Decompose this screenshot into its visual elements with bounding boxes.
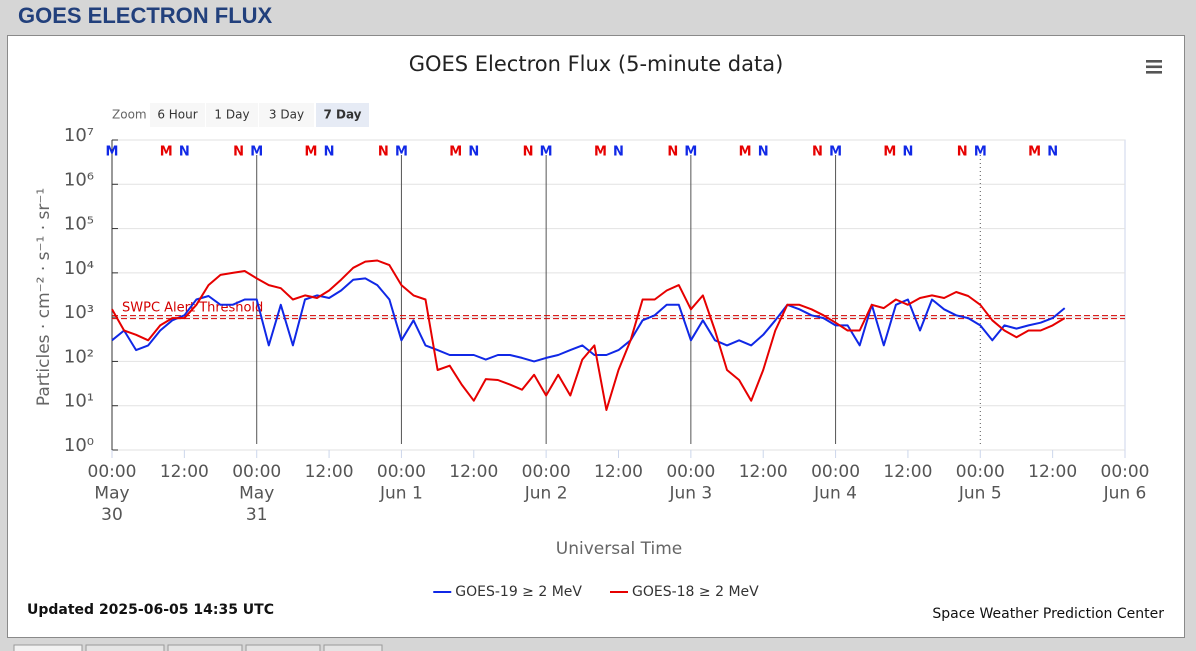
satellite-marker: N (667, 145, 678, 160)
x-tick-label: 12:00 (160, 462, 209, 482)
legend-item[interactable]: GOES-18 ≥ 2 MeV (610, 584, 759, 600)
satellite-marker: M (449, 145, 462, 160)
series-line (111, 277, 1066, 363)
x-tick-label: 12:00 (739, 462, 788, 482)
satellite-marker: M (883, 145, 896, 160)
x-tick-label: 00:00 (232, 462, 281, 482)
zoom-button-bg (150, 103, 205, 127)
chart-title: GOES Electron Flux (5-minute data) (409, 52, 784, 76)
menu-button[interactable] (1146, 60, 1162, 74)
satellite-marker: M (594, 145, 607, 160)
satellite-marker: N (179, 145, 190, 160)
x-tick-label: Jun 5 (958, 484, 1002, 504)
tab[interactable] (245, 644, 321, 651)
zoom-button[interactable]: 3 Day (259, 103, 314, 127)
tab[interactable] (85, 644, 165, 651)
x-tick-label: Jun 3 (668, 484, 712, 504)
x-tick-label: 12:00 (305, 462, 354, 482)
legend-label: GOES-18 ≥ 2 MeV (632, 584, 759, 600)
satellite-marker: M (540, 145, 553, 160)
satellite-marker: N (233, 145, 244, 160)
page-header: GOES ELECTRON FLUX (18, 3, 273, 28)
satellite-marker: N (812, 145, 823, 160)
satellite-marker: N (957, 145, 968, 160)
satellite-marker: M (1028, 145, 1041, 160)
bottom-tabs (13, 644, 383, 651)
y-tick-label: 10⁶ (64, 169, 94, 190)
satellite-marker: N (902, 145, 913, 160)
y-tick-label: 10⁴ (64, 258, 94, 279)
x-tick-label: 00:00 (377, 462, 426, 482)
zoom-button-label: 3 Day (269, 108, 304, 122)
zoom-button[interactable]: 7 Day (316, 103, 369, 127)
x-tick-label: 12:00 (594, 462, 643, 482)
x-tick-label: 12:00 (449, 462, 498, 482)
satellite-marker: M (974, 145, 987, 160)
satellite-marker: N (613, 145, 624, 160)
legend-item[interactable]: GOES-19 ≥ 2 MeV (433, 584, 582, 600)
x-tick-label: 00:00 (1101, 462, 1150, 482)
x-tick-label: Jun 6 (1103, 484, 1147, 504)
x-tick-label: 00:00 (956, 462, 1005, 482)
menu-bar (1146, 65, 1162, 69)
x-tick-label: Jun 4 (813, 484, 857, 504)
menu-bar (1146, 60, 1162, 63)
satellite-marker: M (684, 145, 697, 160)
x-tick-label: 12:00 (1028, 462, 1077, 482)
satellite-marker: M (739, 145, 752, 160)
x-tick-label: Jun 2 (524, 484, 568, 504)
x-tick-label: Jun 1 (379, 484, 423, 504)
x-tick-label: 00:00 (666, 462, 715, 482)
satellite-marker: M (250, 145, 263, 160)
zoom-button-label: 7 Day (323, 108, 361, 122)
x-tick-label: 12:00 (883, 462, 932, 482)
satellite-marker: M (305, 145, 318, 160)
zoom-button-bg (206, 103, 258, 127)
satellite-marker: N (324, 145, 335, 160)
y-axis-title: Particles · cm⁻² · s⁻¹ · sr⁻¹ (34, 188, 54, 406)
x-tick-label: 00:00 (88, 462, 137, 482)
y-tick-label: 10³ (64, 302, 94, 323)
updated-note: Updated 2025-06-05 14:35 UTC (27, 602, 274, 618)
y-tick-label: 10¹ (64, 391, 94, 412)
zoom-button-bg (316, 103, 369, 127)
x-tick-label: May (239, 484, 274, 504)
zoom-button-bg (259, 103, 314, 127)
satellite-marker: M (829, 145, 842, 160)
satellite-marker: N (378, 145, 389, 160)
y-tick-label: 10⁰ (64, 435, 94, 456)
x-tick-label: May (94, 484, 129, 504)
y-tick-label: 10² (64, 346, 94, 367)
satellite-marker: M (106, 145, 119, 160)
zoom-button-label: 1 Day (214, 108, 249, 122)
satellite-marker: M (160, 145, 173, 160)
legend-label: GOES-19 ≥ 2 MeV (455, 584, 582, 600)
tab[interactable] (167, 644, 243, 651)
y-tick-label: 10⁷ (64, 125, 94, 146)
tab[interactable] (13, 644, 83, 651)
satellite-marker: N (758, 145, 769, 160)
x-axis-title: Universal Time (556, 539, 682, 559)
zoom-button-label: 6 Hour (157, 108, 197, 122)
x-tick-label: 30 (101, 505, 123, 525)
zoom-label: Zoom (112, 108, 147, 122)
tab[interactable] (323, 644, 383, 651)
y-tick-label: 10⁵ (64, 214, 94, 235)
x-tick-label: 00:00 (811, 462, 860, 482)
zoom-button[interactable]: 6 Hour (150, 103, 205, 127)
satellite-marker: N (1047, 145, 1058, 160)
zoom-button[interactable]: 1 Day (206, 103, 258, 127)
satellite-marker: M (395, 145, 408, 160)
satellite-marker: N (468, 145, 479, 160)
x-tick-label: 31 (246, 505, 268, 525)
credit: Space Weather Prediction Center (932, 606, 1164, 622)
series-line (111, 259, 1066, 411)
x-tick-label: 00:00 (522, 462, 571, 482)
satellite-marker: N (523, 145, 534, 160)
menu-bar (1146, 71, 1162, 74)
